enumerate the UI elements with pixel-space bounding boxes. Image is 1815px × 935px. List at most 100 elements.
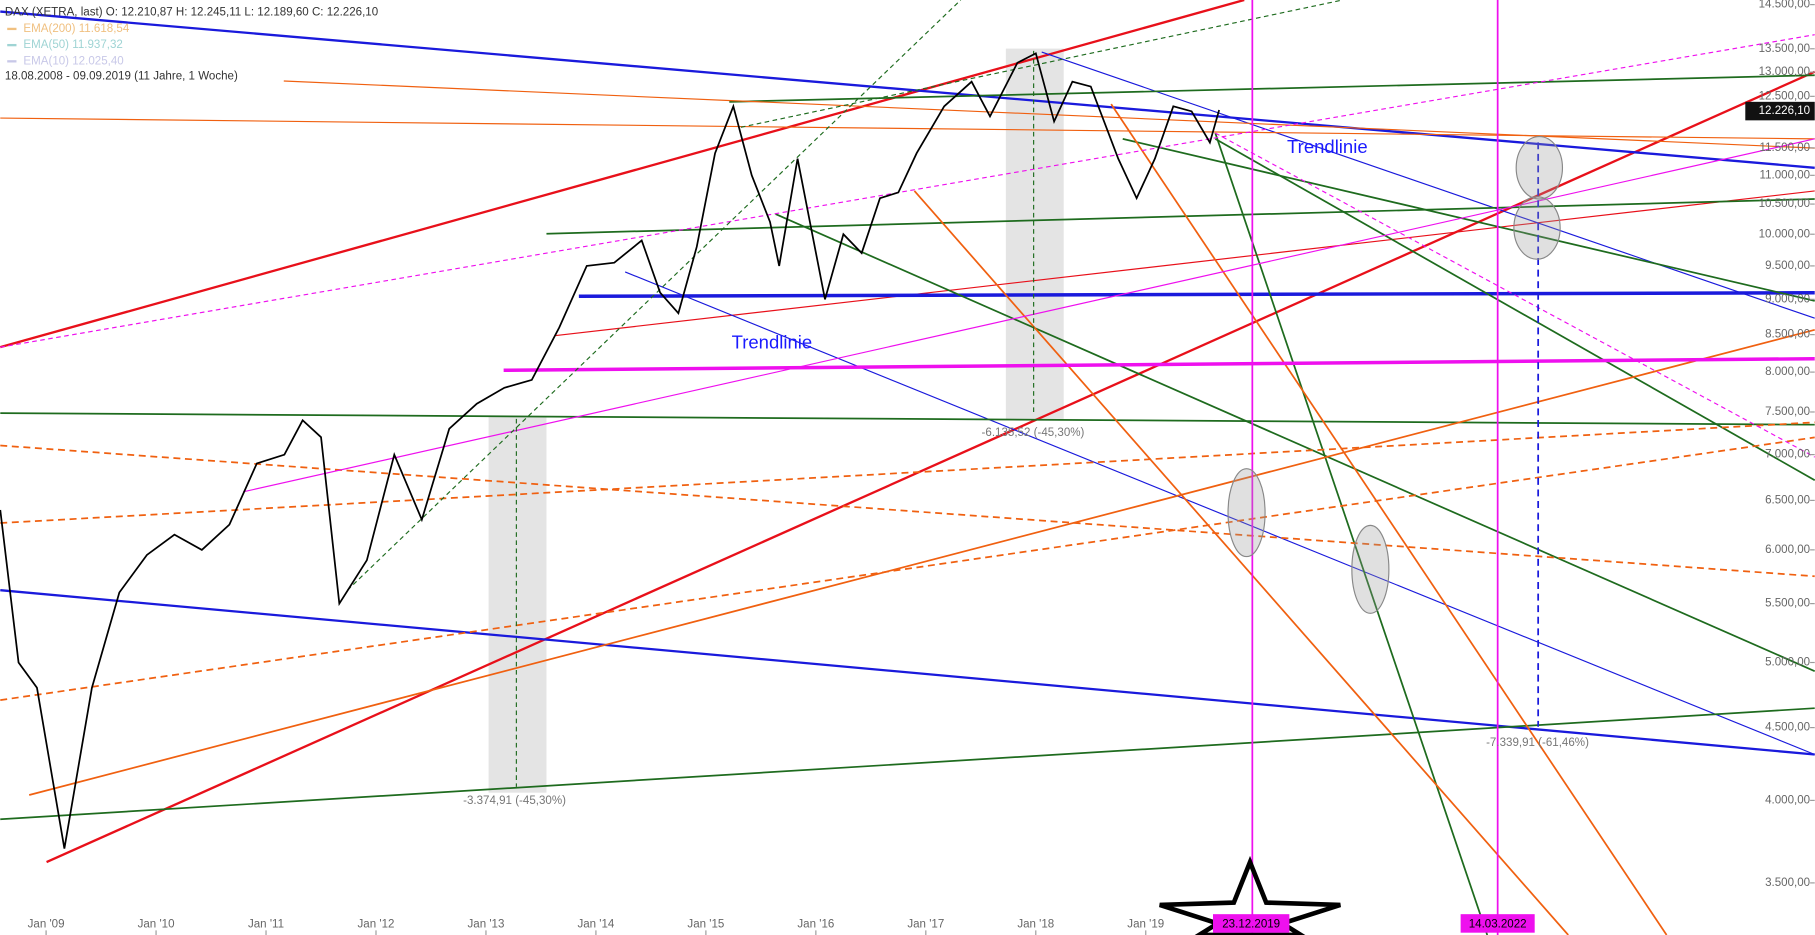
y-tick-label: 11.500,00: [1760, 142, 1811, 154]
title-text: DAX (XETRA, last): [5, 7, 103, 19]
trendline: [913, 190, 1569, 935]
range-note: (11 Jahre, 1 Woche): [134, 70, 238, 82]
legend-entry: EMA(10) 12.025,40: [23, 55, 123, 67]
y-tick-label: 6.000,00: [1765, 544, 1810, 556]
annotation: Trendlinie: [732, 332, 813, 353]
annotation: -6.135,52 (-45,30%): [982, 427, 1085, 439]
x-tick-label: Jan '17: [907, 919, 944, 931]
y-tick-label: 9.500,00: [1765, 260, 1810, 272]
y-tick-label: 4.000,00: [1765, 794, 1810, 806]
plot: [0, 52, 1220, 849]
y-tick-label: 8.000,00: [1765, 366, 1810, 378]
legend-entry: EMA(50) 11.937,32: [23, 39, 122, 51]
trendline: [243, 138, 1815, 493]
ohlc: O: 12.210,87: [106, 7, 173, 19]
trendline: [0, 421, 1815, 524]
trendline: [0, 707, 1815, 821]
legend-value: 11.937,32: [72, 39, 123, 51]
trendline: [1214, 132, 1489, 935]
trendline: [0, 34, 1815, 348]
date-marker: 14.03.2022: [1469, 919, 1527, 931]
y-tick-label: 8.500,00: [1765, 329, 1810, 341]
trendline: [1214, 138, 1815, 481]
trendline: [503, 356, 1815, 373]
price-box: [1745, 101, 1815, 121]
ohlc: C: 12.226,10: [312, 7, 378, 19]
y-tick-label: 5.500,00: [1765, 598, 1810, 610]
trendline: [1122, 138, 1815, 302]
x-tick-label: Jan '09: [28, 919, 65, 931]
trendline: [0, 444, 1815, 578]
date-range: 18.08.2008 - 09.09.2019 (11 Jahre, 1 Woc…: [5, 70, 238, 82]
date-marker-box: [1460, 914, 1535, 933]
trendline: [729, 74, 1815, 103]
annotation: -3.374,91 (-45,30%): [463, 795, 566, 807]
annotation: Trendlinie: [1287, 136, 1368, 157]
trendline: [740, 0, 1343, 128]
trendline: [624, 271, 1815, 756]
y-tick-label: 4.500,00: [1765, 722, 1810, 734]
trendline: [1041, 51, 1815, 319]
trendline: [0, 589, 1815, 756]
x-tick-label: Jan '13: [467, 919, 504, 931]
x-tick-label: Jan '19: [1127, 919, 1164, 931]
trendline: [347, 0, 962, 591]
x-tick-label: Jan '14: [577, 919, 614, 931]
y-tick-label: 9.000,00: [1765, 293, 1810, 305]
range: 18.08.2008 - 09.09.2019: [5, 70, 131, 82]
trendline: [555, 190, 1815, 337]
y-tick-label: 5.000,00: [1765, 657, 1810, 669]
y-tick-label: 3.500,00: [1765, 877, 1810, 889]
y-tick-label: 10.000,00: [1759, 228, 1810, 240]
highlight: [1513, 196, 1561, 260]
highlight: [1351, 524, 1390, 614]
shaded-range: [1005, 48, 1064, 419]
trendline: [0, 117, 1815, 140]
trendline: [546, 198, 1815, 235]
y-tick-label: 7.000,00: [1765, 449, 1810, 461]
annotation: -7.339,91 (-61,46%): [1486, 737, 1589, 749]
ohlc: L: 12.189,60: [244, 7, 308, 19]
y-tick-label: 6.500,00: [1765, 494, 1810, 506]
trendline: [1215, 132, 1815, 458]
x-tick-label: Jan '16: [797, 919, 834, 931]
y-tick-label: 10.500,00: [1759, 198, 1810, 210]
legend-value: 11.618,54: [79, 23, 130, 35]
legend-name: EMA(200): [23, 23, 75, 35]
y-tick-label: 13.000,00: [1759, 66, 1810, 78]
trendline: [28, 328, 1815, 796]
x-tick-label: Jan '11: [248, 919, 284, 931]
legend-value: 12.025,40: [72, 55, 123, 67]
star: [1159, 855, 1341, 935]
x-tick-label: Jan '10: [138, 919, 175, 931]
trendline: [0, 436, 1815, 701]
x-tick-label: Jan '12: [358, 919, 395, 931]
trendline: [1110, 103, 1668, 935]
shaded-range: [488, 416, 547, 793]
y-tick-label: 13.500,00: [1759, 43, 1810, 55]
date-marker: 23.12.2019: [1222, 919, 1280, 931]
title: DAX (XETRA, last) O: 12.210,87 H: 12.245…: [5, 7, 378, 19]
x-tick-label: Jan '15: [687, 919, 724, 931]
legend-name: EMA(50): [23, 39, 69, 51]
trendline: [775, 213, 1815, 672]
trendline: [578, 291, 1815, 298]
last-price: 12.226,10: [1759, 105, 1810, 117]
highlight: [1227, 468, 1266, 558]
price-line: [0, 52, 1220, 849]
highlight: [1515, 135, 1564, 200]
trendline: [283, 80, 1815, 149]
trendline: [46, 70, 1815, 864]
date-marker-box: [1212, 914, 1290, 933]
header: DAX (XETRA, last) O: 12.210,87 H: 12.245…: [5, 7, 378, 83]
legend-name: EMA(10): [23, 55, 69, 67]
y-tick-label: 12.500,00: [1759, 90, 1810, 102]
trendline: [0, 10, 1815, 169]
x-tick-label: Jan '18: [1017, 919, 1054, 931]
trendline: [0, 412, 1815, 426]
legend-entry: EMA(200) 11.618,54: [23, 23, 129, 35]
ohlc: H: 12.245,11: [176, 7, 241, 19]
